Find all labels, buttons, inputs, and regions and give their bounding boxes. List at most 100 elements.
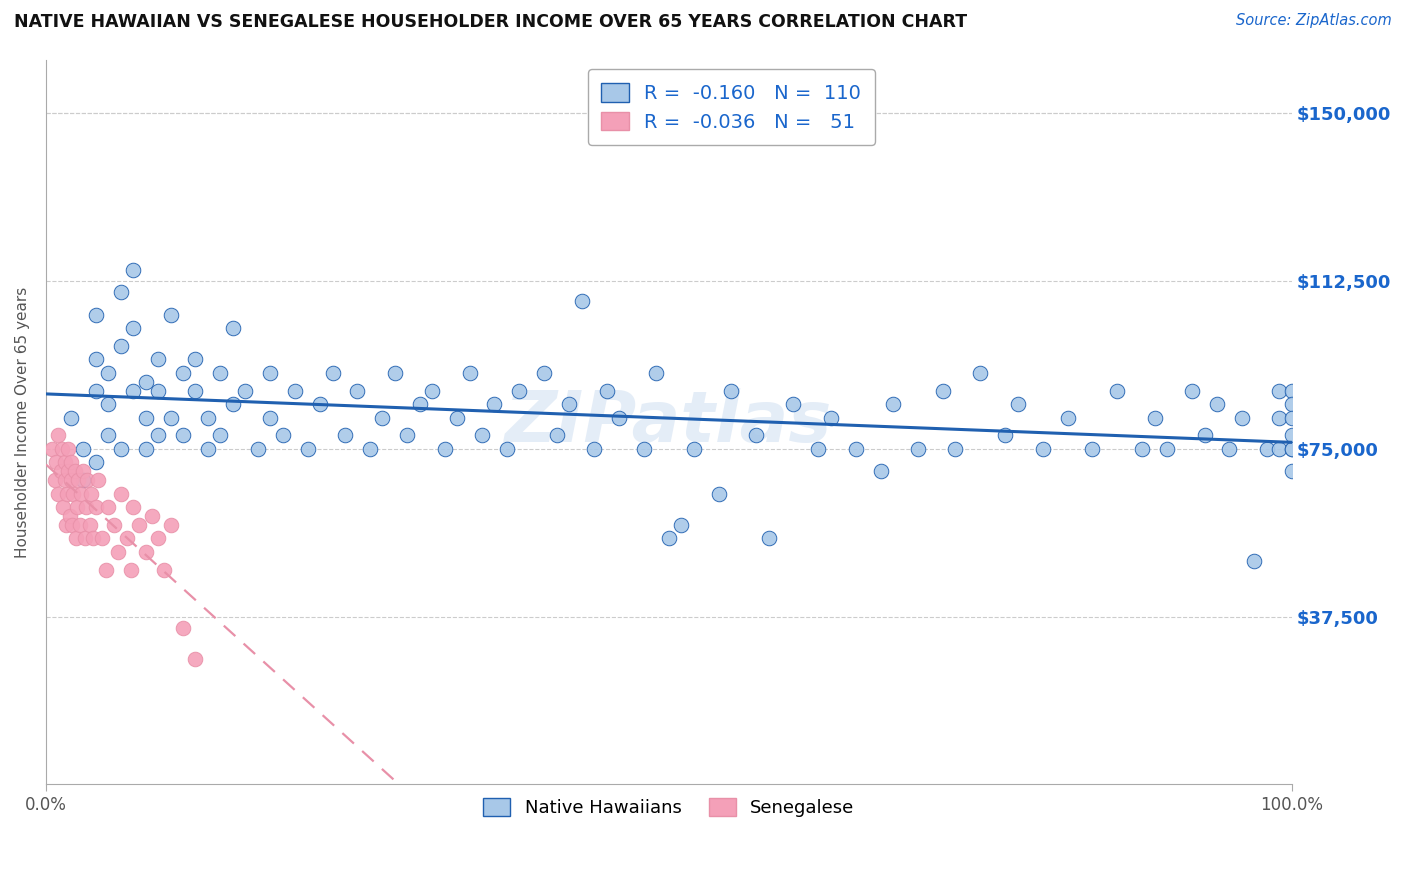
Point bbox=[84, 308, 107, 322]
Point bbox=[49, 464, 72, 478]
Point bbox=[720, 384, 742, 398]
Point bbox=[209, 428, 232, 442]
Point bbox=[1143, 410, 1166, 425]
Point bbox=[471, 428, 494, 442]
Point bbox=[222, 397, 245, 411]
Point bbox=[41, 442, 63, 456]
Point bbox=[72, 442, 94, 456]
Point bbox=[707, 486, 730, 500]
Point bbox=[135, 545, 157, 559]
Point bbox=[97, 366, 120, 380]
Point bbox=[135, 410, 157, 425]
Point bbox=[658, 532, 681, 546]
Point bbox=[907, 442, 929, 456]
Point bbox=[79, 517, 101, 532]
Point bbox=[396, 428, 419, 442]
Point bbox=[84, 384, 107, 398]
Point bbox=[1130, 442, 1153, 456]
Point bbox=[52, 500, 75, 514]
Point bbox=[48, 486, 70, 500]
Point bbox=[1194, 428, 1216, 442]
Point bbox=[110, 442, 132, 456]
Point bbox=[120, 563, 142, 577]
Point bbox=[595, 384, 617, 398]
Point bbox=[271, 428, 294, 442]
Point bbox=[59, 410, 82, 425]
Point bbox=[59, 455, 82, 469]
Point bbox=[1007, 397, 1029, 411]
Point bbox=[172, 366, 194, 380]
Point bbox=[59, 508, 82, 523]
Point bbox=[1230, 410, 1253, 425]
Point bbox=[869, 464, 891, 478]
Point bbox=[73, 532, 96, 546]
Point bbox=[969, 366, 991, 380]
Point bbox=[82, 532, 104, 546]
Point bbox=[1218, 442, 1240, 456]
Point bbox=[128, 517, 150, 532]
Point bbox=[53, 473, 76, 487]
Point bbox=[1281, 464, 1303, 478]
Point bbox=[122, 500, 145, 514]
Point bbox=[115, 532, 138, 546]
Point bbox=[146, 532, 169, 546]
Point bbox=[135, 375, 157, 389]
Point bbox=[845, 442, 868, 456]
Y-axis label: Householder Income Over 65 years: Householder Income Over 65 years bbox=[15, 286, 30, 558]
Point bbox=[546, 428, 568, 442]
Point bbox=[197, 442, 219, 456]
Point bbox=[882, 397, 904, 411]
Point bbox=[1256, 442, 1278, 456]
Point bbox=[1032, 442, 1054, 456]
Point bbox=[558, 397, 581, 411]
Point bbox=[84, 352, 107, 367]
Point bbox=[1281, 442, 1303, 456]
Point bbox=[172, 621, 194, 635]
Point bbox=[484, 397, 506, 411]
Point bbox=[110, 285, 132, 300]
Point bbox=[782, 397, 804, 411]
Point bbox=[75, 500, 97, 514]
Point bbox=[533, 366, 555, 380]
Point bbox=[184, 384, 207, 398]
Point bbox=[233, 384, 256, 398]
Point bbox=[1281, 428, 1303, 442]
Point bbox=[222, 321, 245, 335]
Point bbox=[59, 473, 82, 487]
Text: Source: ZipAtlas.com: Source: ZipAtlas.com bbox=[1236, 13, 1392, 29]
Point bbox=[66, 500, 89, 514]
Text: NATIVE HAWAIIAN VS SENEGALESE HOUSEHOLDER INCOME OVER 65 YEARS CORRELATION CHART: NATIVE HAWAIIAN VS SENEGALESE HOUSEHOLDE… bbox=[14, 13, 967, 31]
Point bbox=[820, 410, 842, 425]
Point bbox=[159, 308, 181, 322]
Point bbox=[97, 500, 120, 514]
Point bbox=[209, 366, 232, 380]
Point bbox=[58, 442, 80, 456]
Point bbox=[159, 517, 181, 532]
Point bbox=[333, 428, 356, 442]
Point bbox=[141, 508, 163, 523]
Point bbox=[110, 339, 132, 353]
Point bbox=[1268, 442, 1291, 456]
Point bbox=[1056, 410, 1078, 425]
Point bbox=[55, 517, 77, 532]
Point bbox=[458, 366, 481, 380]
Point bbox=[122, 384, 145, 398]
Point bbox=[284, 384, 307, 398]
Point bbox=[107, 545, 129, 559]
Point bbox=[807, 442, 830, 456]
Point bbox=[63, 464, 86, 478]
Point bbox=[645, 366, 668, 380]
Point bbox=[994, 428, 1017, 442]
Point bbox=[72, 473, 94, 487]
Point bbox=[682, 442, 704, 456]
Point bbox=[60, 517, 83, 532]
Point bbox=[446, 410, 468, 425]
Point bbox=[65, 532, 87, 546]
Point bbox=[76, 473, 98, 487]
Point bbox=[135, 442, 157, 456]
Point bbox=[571, 294, 593, 309]
Point bbox=[633, 442, 655, 456]
Point bbox=[945, 442, 967, 456]
Point bbox=[67, 473, 90, 487]
Point bbox=[321, 366, 343, 380]
